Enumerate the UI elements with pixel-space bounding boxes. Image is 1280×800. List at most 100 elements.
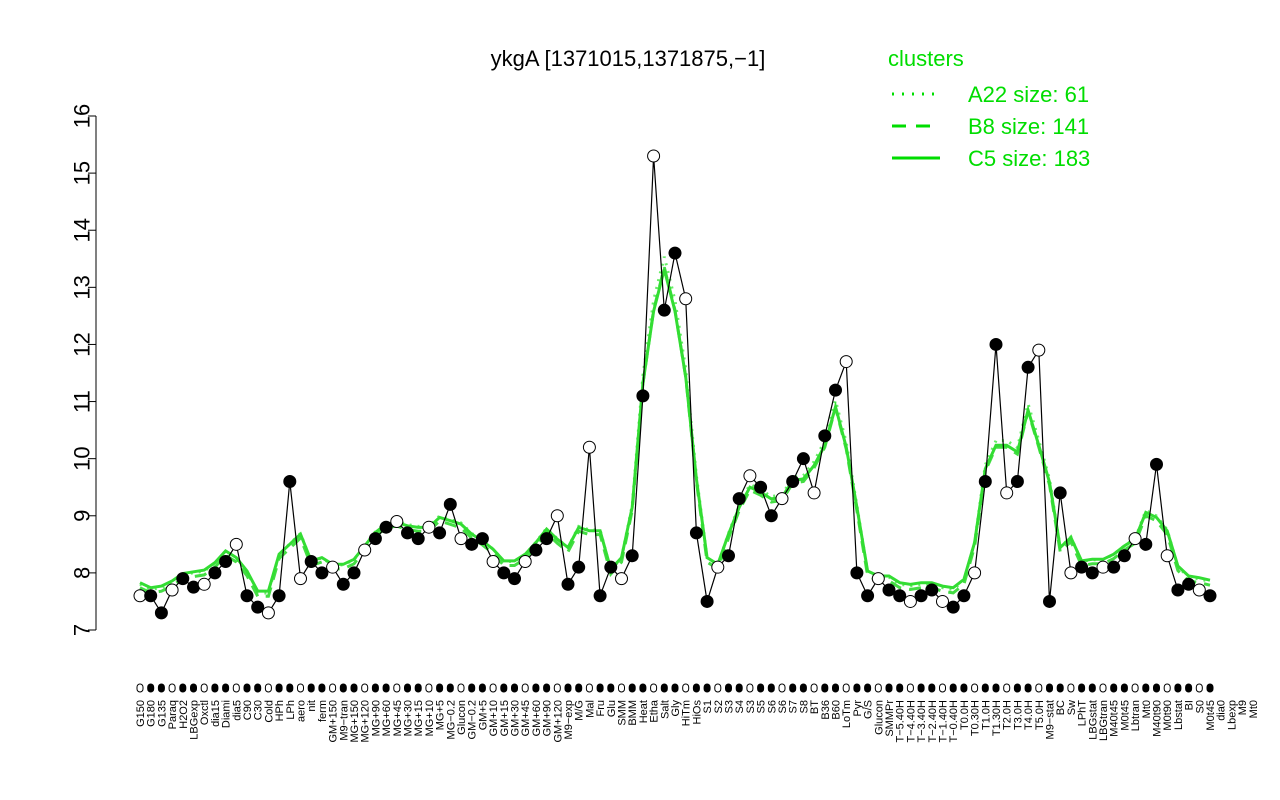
y-tick-label: 15: [70, 161, 95, 185]
rug-mark: [1110, 683, 1118, 693]
x-tick-label: M0t45: [1205, 700, 1217, 731]
data-point: [165, 583, 179, 597]
rug-mark: [703, 683, 711, 693]
rug-mark: [832, 683, 839, 693]
x-tick-label: LBGstat: [1087, 700, 1099, 740]
rug-mark: [286, 683, 294, 693]
x-tick-label: Mt0: [1141, 700, 1153, 718]
data-point: [1010, 475, 1024, 489]
x-tick-label: M40t45: [1109, 700, 1121, 737]
data-point: [1171, 583, 1185, 597]
x-tick-label: GM+5: [477, 700, 489, 730]
y-tick-label: 11: [70, 390, 95, 413]
x-tick-label: SMMPr: [884, 700, 896, 737]
rug-mark: [414, 683, 422, 693]
x-tick-label: Salt: [659, 700, 671, 719]
data-point: [390, 514, 404, 528]
x-tick-label: MG+45: [392, 700, 404, 736]
rug-mark: [650, 683, 658, 693]
y-tick-label: 13: [70, 275, 95, 299]
x-tick-label: T−2.40H: [927, 700, 939, 743]
rug-mark: [553, 683, 561, 693]
x-tick-label: T−3.40H: [916, 700, 928, 743]
data-point: [486, 554, 500, 568]
data-point: [294, 572, 307, 586]
rug-mark: [404, 683, 411, 693]
x-tick-label: MG−0.2: [445, 700, 457, 739]
x-tick-label: LBGexp: [189, 700, 201, 740]
rug-mark: [1174, 683, 1182, 693]
rug-mark: [339, 683, 347, 693]
y-tick-label: 16: [70, 104, 95, 128]
x-tick-label: M0t45: [1119, 700, 1131, 731]
data-point: [807, 486, 821, 500]
rug-mark: [757, 683, 765, 693]
x-tick-label: GM+30: [510, 700, 522, 736]
x-tick-label: S7: [788, 700, 800, 713]
data-point: [689, 526, 703, 540]
rug-mark: [211, 683, 219, 693]
data-point: [1053, 486, 1067, 500]
rug-mark: [425, 683, 433, 693]
data-point: [379, 520, 393, 534]
y-axis: 7 8 9 10 11 12 13 14 15 16: [70, 104, 97, 636]
x-tick-label: S6: [766, 700, 778, 713]
x-tick-label: Fru: [595, 700, 607, 717]
x-tick-label: GM+150: [328, 700, 340, 743]
rug-mark: [147, 683, 155, 693]
data-point: [903, 594, 917, 608]
rug-mark: [810, 683, 818, 693]
rug-mark: [692, 683, 700, 693]
data-point: [251, 600, 265, 614]
data-point: [668, 246, 682, 260]
data-point: [625, 549, 639, 563]
rug-mark: [168, 683, 176, 693]
x-tick-label: T3.0H: [1012, 700, 1024, 730]
x-tick-label: C30: [253, 700, 265, 720]
rug-mark: [874, 683, 882, 693]
data-point: [368, 532, 382, 546]
rug-mark: [478, 683, 486, 693]
data-point: [764, 509, 778, 523]
rug-mark: [564, 683, 572, 693]
x-tick-label: dia15: [210, 700, 222, 727]
data-point: [850, 566, 864, 580]
rug-mark: [1013, 683, 1021, 693]
rug-mark: [329, 683, 337, 693]
rug-mark: [799, 683, 807, 693]
data-point: [1064, 566, 1078, 580]
x-tick-label: S5: [756, 700, 768, 713]
rug-mark: [639, 683, 647, 693]
x-tick-label: Cold: [263, 700, 275, 723]
data-point: [679, 292, 693, 306]
x-tick-label: BC: [1055, 700, 1067, 715]
rug-mark: [917, 683, 925, 693]
x-tick-label: H2O2: [178, 700, 190, 729]
rug-mark: [821, 683, 829, 693]
x-tick-label: Lbstat: [1173, 700, 1185, 730]
x-tick-label: S6: [777, 700, 789, 713]
data-point: [946, 600, 960, 614]
data-point: [283, 475, 297, 489]
rug-mark: [1163, 683, 1171, 693]
x-tick-label: GM+90: [542, 700, 554, 736]
x-tick-label: BI: [1184, 700, 1196, 710]
data-point: [411, 532, 425, 546]
data-point: [978, 475, 992, 489]
rug-mark: [864, 683, 872, 693]
data-point: [957, 589, 971, 603]
x-tick-label: Mal: [584, 700, 596, 718]
rug-mark: [778, 683, 786, 693]
x-tick-label: MG+60: [381, 700, 393, 736]
data-point: [1075, 560, 1089, 574]
x-tick-label: BMM: [627, 700, 639, 726]
data-point: [829, 383, 842, 397]
data-point: [796, 452, 810, 466]
x-tick-label: S3: [724, 700, 736, 713]
x-tick-label: T5.0H: [1034, 700, 1046, 730]
rug-mark: [371, 683, 379, 693]
rug-mark: [382, 683, 390, 693]
data-point: [925, 583, 939, 597]
rug-mark: [928, 683, 936, 693]
